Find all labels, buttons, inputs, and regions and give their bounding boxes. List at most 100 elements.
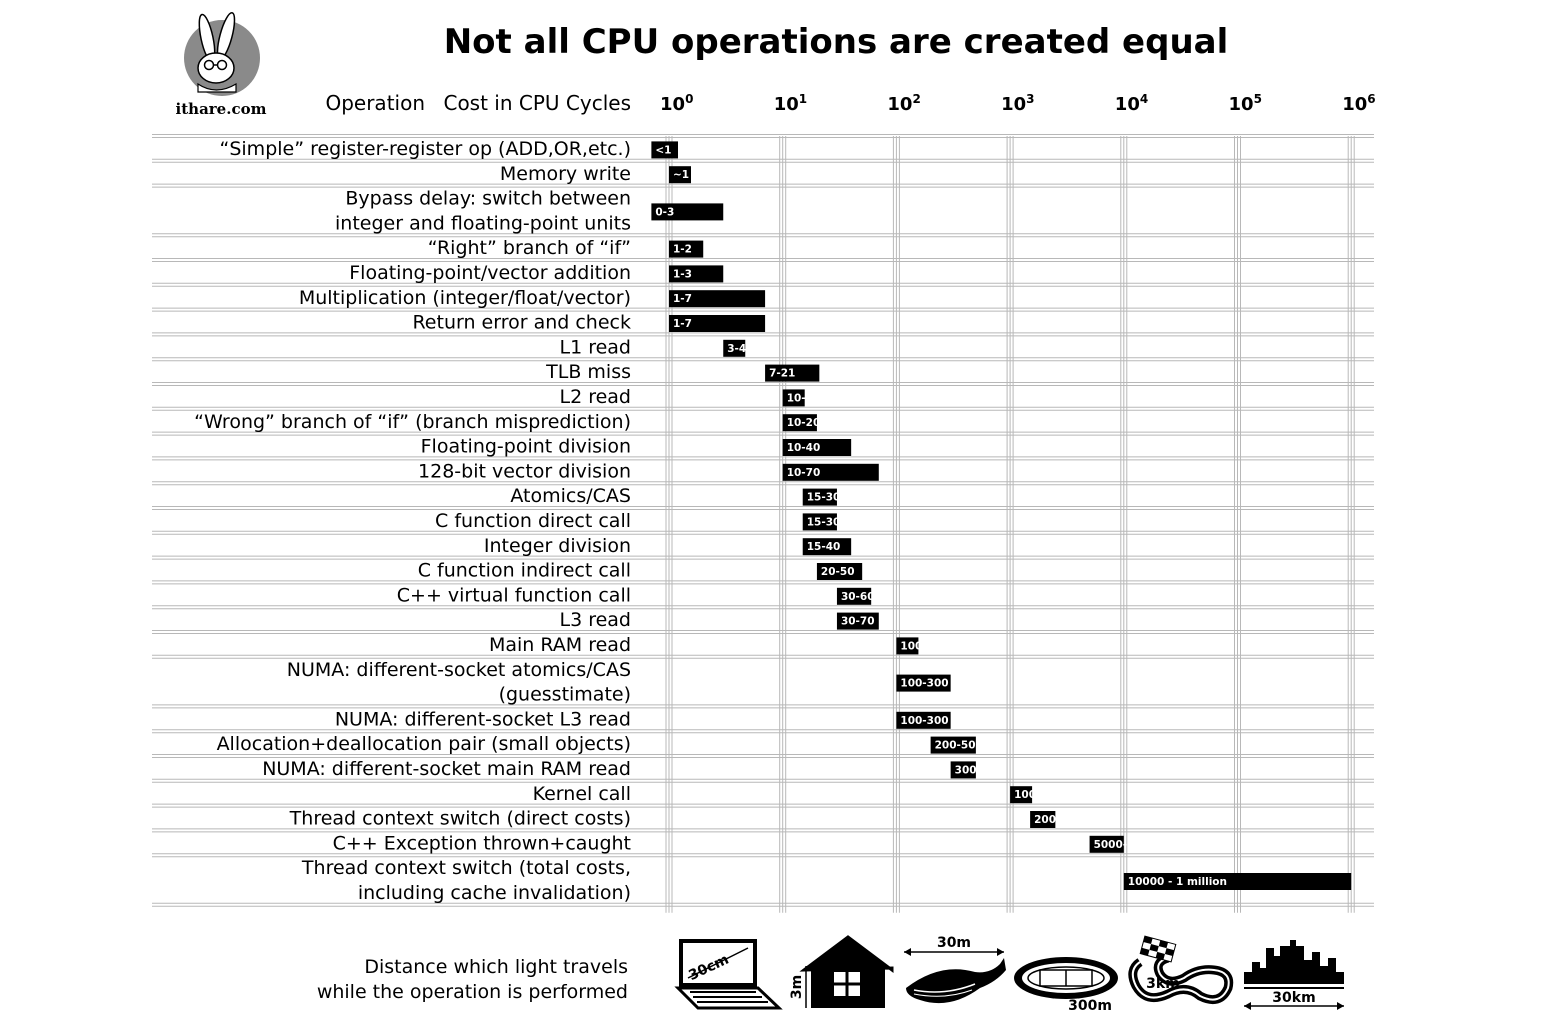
row-label: Allocation+deallocation pair (small obje… [217, 733, 631, 755]
x-tick-label: 104 [1115, 92, 1148, 115]
bar [1010, 786, 1033, 804]
row-label: Floating-point division [421, 436, 631, 458]
bar-value-label: 10-12 [787, 392, 821, 404]
table-row: NUMA: different-socket L3 read 100-300 [335, 708, 951, 730]
table-row: C function direct call 15-30 [435, 510, 840, 532]
row-label: integer and floating-point units [335, 212, 631, 234]
bar-value-label: 15-30 [807, 492, 841, 504]
house-label: 3m [789, 975, 805, 999]
bar-value-label: 20-50 [821, 566, 855, 578]
stadium-label: 300m [1068, 998, 1112, 1014]
bar [802, 538, 852, 556]
bar-value-label: 10-70 [787, 467, 821, 479]
row-label: Main RAM read [489, 634, 631, 656]
row-label: Thread context switch (total costs, [301, 857, 631, 879]
row-label: Integer division [484, 535, 631, 557]
bar [836, 612, 879, 630]
whale-icon: 30m [904, 935, 1006, 1004]
laptop-icon: 30cm [674, 939, 783, 1010]
row-label: Bypass delay: switch between [345, 188, 631, 210]
rows: “Simple” register-register op (ADD,OR,et… [194, 138, 1352, 904]
bar-value-label: 10-20 [787, 417, 821, 429]
bar-value-label: 10000 - 1 million [1128, 876, 1227, 888]
row-label: TLB miss [545, 361, 631, 383]
bar [723, 339, 746, 357]
table-row: Kernel call 1000-1500 [533, 783, 1077, 805]
bar [669, 166, 691, 184]
bar [896, 637, 919, 655]
bar-value-label: 100-150 [900, 640, 948, 652]
table-row: L3 read 30-70 [559, 609, 879, 631]
x-tick-label: 101 [774, 92, 807, 115]
table-row: Multiplication (integer/float/vector) 1-7 [299, 287, 766, 309]
bar [782, 414, 817, 432]
bar [651, 203, 724, 221]
table-row: 128-bit vector division 10-70 [418, 460, 879, 482]
row-label: Atomics/CAS [510, 485, 631, 507]
logo-text[interactable]: ithare.com [176, 100, 267, 118]
bar [651, 141, 679, 159]
row-label: C function indirect call [418, 560, 631, 582]
table-row: Thread context switch (direct costs) 2000 [289, 808, 1064, 830]
table-row: “Right” branch of “if” 1-2 [428, 237, 704, 259]
x-tick-label: 105 [1229, 92, 1262, 115]
bar-value-label: 15-30 [807, 516, 841, 528]
chart-title: Not all CPU operations are created equal [444, 22, 1229, 62]
bar [836, 587, 872, 605]
bar-value-label: 15-40 [807, 541, 841, 553]
table-row: L2 read 10-12 [559, 386, 820, 408]
operation-header: Operation [325, 91, 425, 115]
bar [669, 265, 724, 283]
grid [152, 134, 1374, 913]
bar-value-label: ~1 [673, 169, 689, 181]
row-label: including cache invalidation) [358, 882, 631, 904]
row-label: C++ virtual function call [397, 584, 631, 606]
bar-value-label: 1-7 [673, 293, 692, 305]
bar-value-label: 0-3 [655, 206, 674, 218]
bar [816, 563, 863, 580]
bar [669, 315, 766, 332]
bar [782, 389, 805, 407]
bar [765, 364, 820, 382]
bar-value-label: 3-4 [727, 343, 746, 355]
row-label: “Simple” register-register op (ADD,OR,et… [220, 138, 632, 160]
bar-value-label: 30-70 [841, 616, 875, 628]
bar-value-label: 10-40 [787, 442, 821, 454]
bar-value-label: 1000-1500 [1014, 789, 1077, 801]
row-label: Floating-point/vector addition [349, 262, 631, 284]
row-label: Return error and check [412, 312, 631, 334]
bar [896, 674, 951, 692]
row-label: Memory write [500, 163, 631, 185]
whale-label: 30m [937, 935, 971, 951]
row-label: Kernel call [533, 783, 631, 805]
table-row: NUMA: different-socket atomics/CAS (guess… [287, 659, 951, 706]
row-label: (guesstimate) [499, 684, 631, 706]
table-row: C++ Exception thrown+caught 5000-10000 [333, 832, 1164, 854]
table-row: L1 read 3-4 [559, 336, 746, 358]
bar-value-label: 300-500 [955, 764, 1003, 776]
city-icon: 30km [1244, 940, 1344, 1010]
bar-value-label: 200-500 [935, 740, 983, 752]
bar-value-label: 2000 [1034, 814, 1063, 826]
bar [950, 761, 976, 779]
x-tick-label: 106 [1342, 92, 1375, 115]
row-label: NUMA: different-socket L3 read [335, 708, 631, 730]
row-label: NUMA: different-socket main RAM read [262, 758, 631, 780]
row-label: C function direct call [435, 510, 631, 532]
x-axis-ticks: 100 101 102 103 104 105 106 [660, 92, 1376, 115]
table-row: “Wrong” branch of “if” (branch mispredic… [194, 411, 820, 433]
bar-value-label: 1-2 [673, 244, 692, 256]
bar [930, 736, 976, 754]
table-row: C function indirect call 20-50 [418, 560, 863, 582]
row-label: “Wrong” branch of “if” (branch mispredic… [194, 411, 631, 433]
house-icon: 3m [789, 935, 894, 1008]
bar-value-label: 1-3 [673, 268, 692, 280]
bar [896, 711, 951, 729]
bar [802, 513, 837, 531]
rabbit-mascot-icon [197, 12, 237, 93]
row-label: L2 read [559, 386, 631, 408]
checkered-flag-icon [1139, 935, 1177, 963]
table-row: “Simple” register-register op (ADD,OR,et… [220, 138, 679, 160]
table-row: Thread context switch (total costs, inclu… [301, 857, 1352, 904]
